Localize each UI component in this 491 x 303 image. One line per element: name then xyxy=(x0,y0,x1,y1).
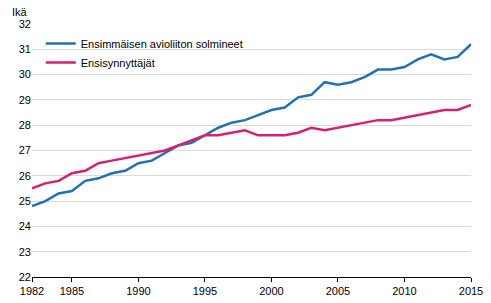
svg-text:1995: 1995 xyxy=(193,285,217,297)
svg-text:26: 26 xyxy=(19,170,31,182)
svg-text:24: 24 xyxy=(19,220,31,232)
svg-text:23: 23 xyxy=(19,246,31,258)
svg-text:31: 31 xyxy=(19,43,31,55)
svg-text:32: 32 xyxy=(19,18,31,30)
svg-text:29: 29 xyxy=(19,94,31,106)
svg-text:Ensimmäisen avioliiton solmine: Ensimmäisen avioliiton solmineet xyxy=(81,38,243,50)
svg-text:Ensisynnyttäjät: Ensisynnyttäjät xyxy=(81,57,155,69)
svg-text:27: 27 xyxy=(19,144,31,156)
svg-text:2010: 2010 xyxy=(392,285,416,297)
svg-text:28: 28 xyxy=(19,119,31,131)
svg-text:22: 22 xyxy=(19,271,31,283)
svg-text:2015: 2015 xyxy=(459,285,483,297)
svg-text:2005: 2005 xyxy=(326,285,350,297)
svg-text:2000: 2000 xyxy=(259,285,283,297)
svg-text:1985: 1985 xyxy=(60,285,84,297)
svg-text:30: 30 xyxy=(19,68,31,80)
svg-text:1982: 1982 xyxy=(20,285,44,297)
svg-text:Ikä: Ikä xyxy=(12,6,28,18)
svg-text:1990: 1990 xyxy=(126,285,150,297)
svg-text:25: 25 xyxy=(19,195,31,207)
